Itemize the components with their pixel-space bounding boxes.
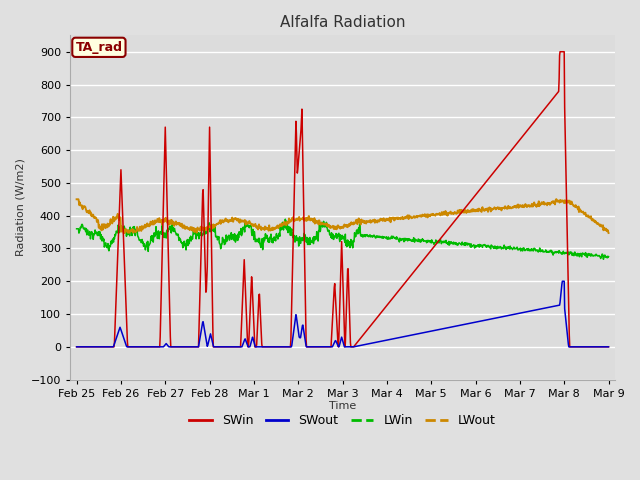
Text: TA_rad: TA_rad bbox=[76, 41, 122, 54]
Title: Alfalfa Radiation: Alfalfa Radiation bbox=[280, 15, 405, 30]
Legend: SWin, SWout, LWin, LWout: SWin, SWout, LWin, LWout bbox=[184, 409, 500, 432]
Y-axis label: Radiation (W/m2): Radiation (W/m2) bbox=[15, 158, 25, 256]
X-axis label: Time: Time bbox=[329, 401, 356, 411]
